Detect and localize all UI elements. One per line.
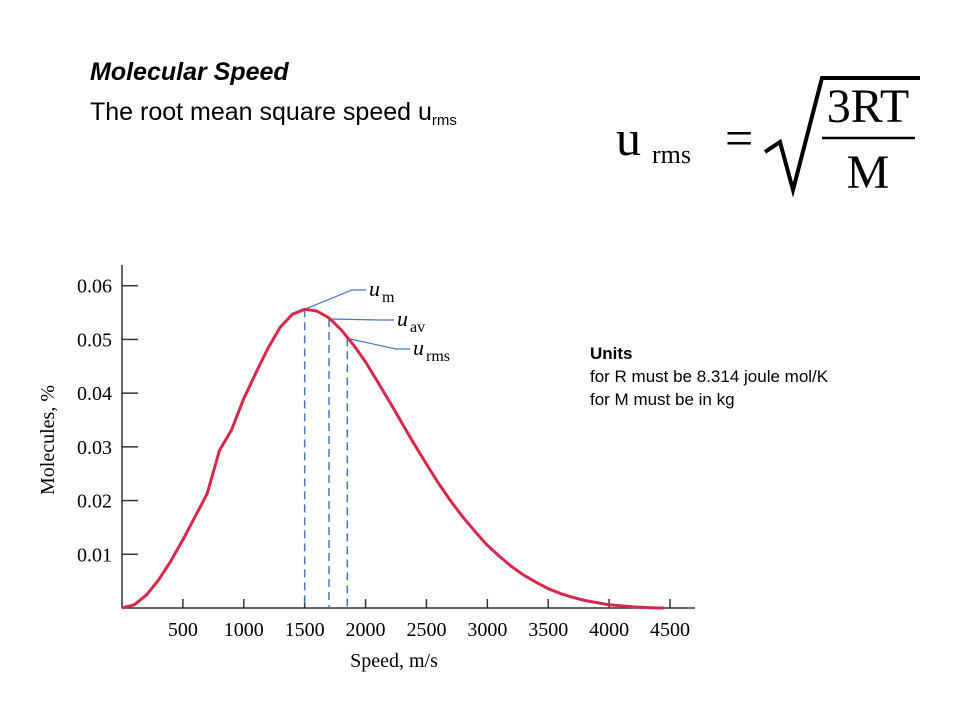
x-tick-label: 2500: [406, 619, 446, 641]
x-tick-label: 2000: [346, 619, 386, 641]
marker-leader-line: [347, 337, 410, 350]
marker-label: u: [369, 276, 380, 301]
x-axis-label: Speed, m/s: [350, 650, 438, 672]
units-line-r: for R must be 8.314 joule mol/K: [590, 367, 829, 386]
formula-lhs-subscript: rms: [652, 140, 691, 169]
marker-label-subscript: rms: [426, 348, 450, 365]
units-note: Units for R must be 8.314 joule mol/K fo…: [590, 342, 828, 411]
x-tick-label: 4500: [650, 619, 690, 641]
y-tick-label: 0.01: [77, 544, 112, 566]
series-layer: [121, 307, 664, 610]
x-tick-label: 3500: [528, 619, 568, 641]
x-tick-label: 1500: [285, 619, 325, 641]
marker-layer: u mu avu rms: [303, 276, 450, 608]
y-axis-label: Molecules, %: [37, 385, 59, 495]
marker-label-subscript: av: [410, 319, 425, 336]
y-tick-label: 0.03: [77, 437, 112, 459]
formula-equals: =: [725, 110, 753, 166]
y-tick-label: 0.04: [77, 383, 112, 405]
x-tick-label: 3000: [467, 619, 507, 641]
units-heading: Units: [590, 344, 633, 363]
formula-denominator: M: [847, 146, 890, 199]
marker-leader-line: [329, 318, 394, 321]
page-title: Molecular Speed: [90, 58, 289, 86]
y-tick-label: 0.05: [77, 329, 112, 351]
formula-numerator: 3RT: [827, 80, 909, 133]
axes-layer: 500 1000 1500 2000 2500 3000 3500 4000 4500 0.01 0…: [77, 265, 695, 641]
speed-distribution-chart: 500 1000 1500 2000 2500 3000 3500 4000 4500 0.01 0…: [37, 265, 695, 672]
page-subtitle: The root mean square speed urms: [90, 98, 457, 129]
formula-lhs-symbol: u: [616, 110, 641, 166]
marker-label: u: [413, 335, 424, 360]
marker-label-subscript: m: [382, 289, 395, 306]
subtitle-text: The root mean square speed u: [90, 98, 432, 126]
marker-leader-line: [304, 289, 366, 310]
marker-label: u: [397, 306, 408, 331]
subtitle-subscript: rms: [431, 112, 457, 129]
units-line-m: for M must be in kg: [590, 390, 735, 409]
x-tick-label: 500: [168, 619, 198, 641]
square-root-sign: [763, 76, 920, 198]
x-tick-label: 1000: [224, 619, 264, 641]
y-tick-label: 0.06: [77, 276, 112, 298]
distribution-curve: [121, 307, 664, 610]
rms-speed-formula: u rms = 3RT M: [616, 76, 920, 199]
y-tick-label: 0.02: [77, 491, 112, 513]
x-tick-label: 4000: [589, 619, 629, 641]
